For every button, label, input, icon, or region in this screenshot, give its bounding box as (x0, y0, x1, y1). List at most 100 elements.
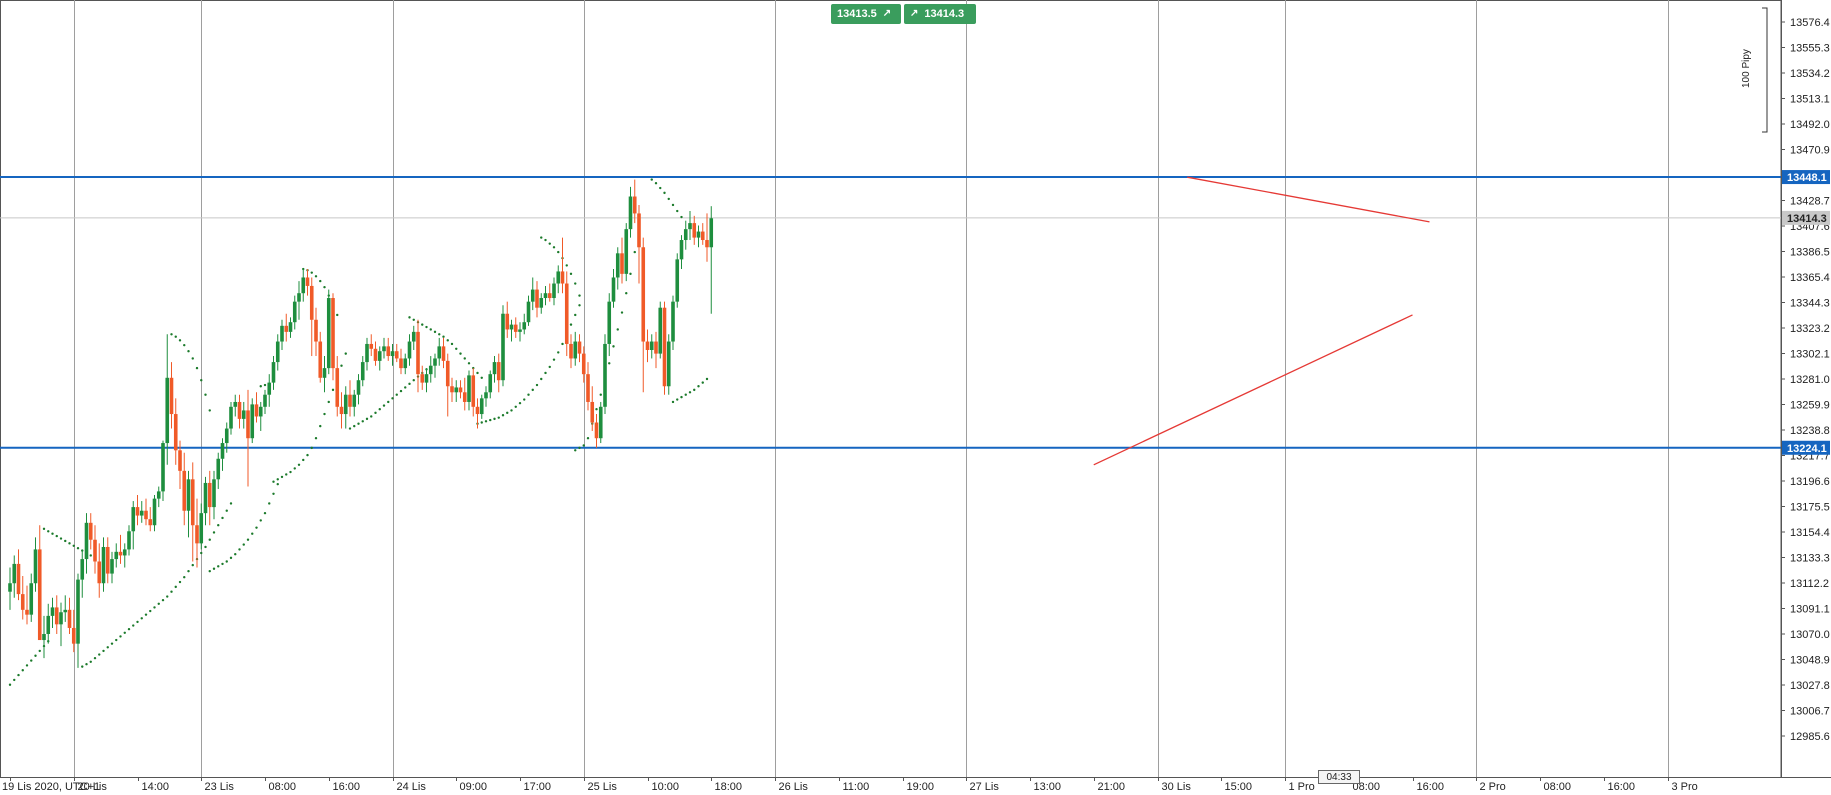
sar-dot (586, 437, 590, 440)
trend-line[interactable] (1093, 314, 1413, 466)
candle (182, 452, 187, 526)
candle (649, 334, 654, 359)
sar-dot (59, 537, 63, 540)
price-axis[interactable]: 13576.4 13555.3 13534.2 13513.1 13492.0 13470… (1781, 0, 1831, 777)
price-axis-background (1781, 0, 1831, 777)
candle-body (700, 231, 705, 241)
candle (637, 204, 641, 284)
candle (220, 438, 225, 471)
time-axis[interactable]: 19 Lis 2020, UTC+120 Lis 14:00 23 Lis 08:00… (0, 777, 1831, 795)
candle (394, 343, 399, 363)
sar-dot (238, 548, 241, 551)
candle-body (114, 551, 119, 560)
sar-dot (676, 209, 679, 213)
candle-body (258, 406, 263, 417)
sar-dot (13, 678, 16, 682)
candle-body (139, 510, 144, 516)
candle-body (263, 394, 267, 407)
candle (25, 585, 29, 625)
sar-dot (569, 272, 573, 276)
candle-body (586, 374, 590, 402)
bid-quote-button[interactable]: 13413.5 ↗ (831, 4, 901, 24)
sar-dot (450, 342, 454, 346)
price-tag-label: 13224.1 (1787, 443, 1827, 455)
sar-dot (391, 397, 394, 400)
sar-dot (348, 427, 352, 430)
candle-body (118, 551, 123, 556)
candle (165, 334, 170, 465)
candle (178, 440, 182, 489)
candle (445, 353, 450, 417)
candle (475, 398, 480, 429)
sar-dot (149, 609, 152, 613)
candle (433, 353, 437, 378)
sar-dot (119, 635, 122, 638)
candle-body (496, 362, 501, 381)
candle (297, 281, 301, 320)
candle (399, 348, 403, 375)
sar-dot (544, 238, 547, 242)
sar-dot (302, 458, 305, 462)
pip-scale-bar (1762, 7, 1768, 133)
candle-body (590, 401, 595, 423)
sar-dot (552, 358, 556, 361)
candle (12, 555, 17, 598)
candle-body (326, 298, 331, 369)
candle-body (679, 240, 684, 260)
candle-body (331, 298, 335, 369)
price-tags: 13448.1 13224.1 13414.3 (1782, 170, 1830, 455)
horizontal-levels[interactable] (0, 176, 1781, 449)
candle (343, 386, 348, 429)
sar-dot (574, 313, 577, 317)
candle-body (165, 377, 170, 444)
candle-body (50, 607, 55, 616)
price-tick-label: 13196.6 (1790, 476, 1830, 488)
sar-dot (544, 371, 547, 375)
trend-lines[interactable] (1093, 176, 1430, 466)
sar-dot (701, 381, 704, 384)
sar-dot (123, 631, 126, 634)
candle (195, 498, 199, 568)
price-tag-box (1782, 210, 1830, 225)
sar-dot (531, 388, 534, 392)
arrow-up-right-icon: ↗ (882, 8, 892, 19)
candle (122, 543, 127, 568)
candle (692, 215, 697, 245)
trend-line[interactable] (1187, 176, 1430, 223)
candlesticks (8, 179, 714, 668)
ask-quote-button[interactable]: ↗ 13414.3 (904, 4, 976, 24)
candle (67, 597, 72, 634)
candle-body (29, 583, 34, 615)
candle-body (16, 563, 21, 595)
sar-dot (518, 401, 522, 405)
price-tick-label: 13492.0 (1790, 119, 1830, 131)
candle-body (267, 382, 272, 395)
candle-body (649, 341, 654, 350)
sar-dot (705, 377, 709, 381)
candle (305, 269, 310, 296)
sar-dot (663, 191, 666, 195)
sar-dot (582, 444, 585, 447)
sar-dot (208, 538, 211, 541)
time-tick-label: 19 Lis 2020, UTC+1 (2, 781, 100, 793)
candle-body (71, 627, 76, 644)
candle (156, 486, 161, 508)
candle-body (233, 401, 238, 407)
price-tick-label: 13302.1 (1790, 349, 1830, 361)
candle (16, 549, 21, 601)
sar-dot (319, 424, 322, 428)
sar-dot (200, 379, 203, 382)
candle (547, 283, 552, 302)
candle-body (709, 218, 714, 248)
sar-dot (255, 526, 258, 529)
sar-dot (229, 556, 233, 560)
candle-body (67, 609, 72, 628)
sar-dot (195, 366, 199, 370)
candle-body (564, 283, 569, 344)
candle-body (131, 507, 136, 532)
pip-scale-bracket (1762, 7, 1768, 133)
sar-dot (667, 197, 670, 201)
candle-body (505, 313, 510, 330)
candle (224, 422, 229, 453)
